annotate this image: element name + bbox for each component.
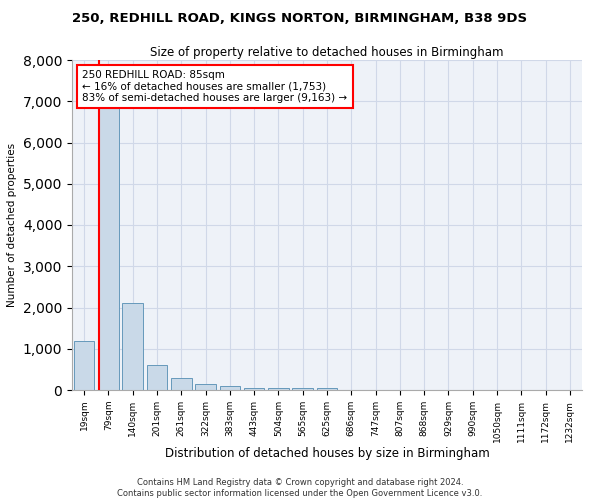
Bar (122, 304, 143, 390)
X-axis label: Distribution of detached houses by size in Birmingham: Distribution of detached houses by size … (164, 448, 490, 460)
Title: Size of property relative to detached houses in Birmingham: Size of property relative to detached ho… (150, 46, 504, 59)
Bar (317, 388, 337, 390)
Bar (146, 365, 167, 390)
Text: Contains HM Land Registry data © Crown copyright and database right 2024.
Contai: Contains HM Land Registry data © Crown c… (118, 478, 482, 498)
Text: 250 REDHILL ROAD: 85sqm
← 16% of detached houses are smaller (1,753)
83% of semi: 250 REDHILL ROAD: 85sqm ← 16% of detache… (82, 70, 347, 103)
Text: 250, REDHILL ROAD, KINGS NORTON, BIRMINGHAM, B38 9DS: 250, REDHILL ROAD, KINGS NORTON, BIRMING… (73, 12, 527, 26)
Y-axis label: Number of detached properties: Number of detached properties (7, 143, 17, 307)
Bar (171, 378, 191, 390)
Bar (268, 388, 289, 390)
Bar (244, 388, 265, 390)
Bar (292, 388, 313, 390)
Bar (220, 386, 240, 390)
Bar (195, 384, 216, 390)
Bar (74, 340, 94, 390)
Bar (98, 80, 119, 390)
